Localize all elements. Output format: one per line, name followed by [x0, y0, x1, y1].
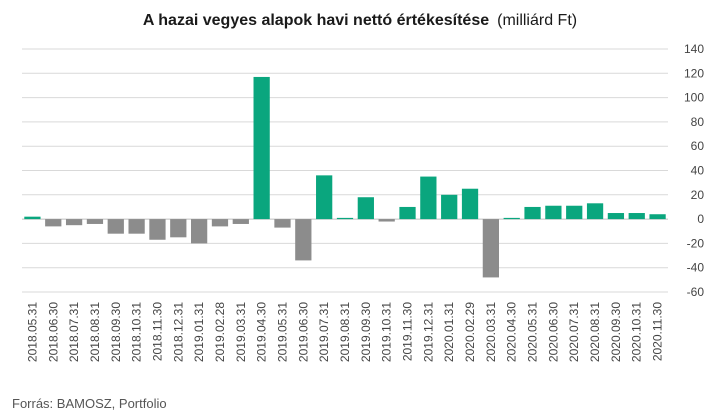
x-tick-label: 2019.02.28 — [213, 302, 227, 362]
x-tick-label: 2019.05.31 — [275, 302, 289, 362]
y-tick-label: 80 — [691, 115, 705, 129]
x-tick-label: 2020.09.30 — [609, 302, 623, 362]
bar — [24, 216, 41, 220]
bar — [211, 219, 229, 227]
chart-title-unit: (milliárd Ft) — [497, 12, 578, 29]
bar — [357, 197, 374, 220]
x-tick-label: 2019.04.30 — [255, 302, 269, 362]
x-tick-label: 2019.12.31 — [421, 302, 435, 362]
y-tick-label: -40 — [687, 261, 705, 275]
y-tick-label: 140 — [684, 42, 704, 56]
y-tick-label: 60 — [691, 139, 705, 153]
bar — [295, 219, 312, 261]
y-tick-label: -20 — [687, 236, 705, 250]
chart-title: A hazai vegyes alapok havi nettó értékes… — [0, 12, 720, 30]
x-axis-ticks: 2018.05.31 2018.06.30 2018.07.31 2018.08.31… — [25, 302, 664, 362]
bar — [586, 203, 604, 220]
y-tick-label: 20 — [691, 188, 705, 202]
x-tick-label: 2019.01.31 — [192, 302, 206, 362]
y-tick-label: 40 — [691, 164, 705, 178]
x-tick-label: 2019.09.30 — [359, 302, 373, 362]
bar — [45, 219, 62, 227]
x-tick-label: 2020.03.31 — [484, 302, 498, 362]
y-tick-label: 0 — [697, 212, 704, 226]
bar — [545, 205, 562, 220]
x-tick-label: 2020.08.31 — [588, 302, 602, 362]
bar — [149, 219, 166, 240]
bar — [65, 219, 83, 226]
x-tick-label: 2019.07.31 — [317, 302, 331, 362]
bar — [482, 219, 499, 278]
bar — [524, 206, 541, 220]
bar — [461, 188, 479, 220]
bars — [24, 76, 666, 278]
x-tick-label: 2020.07.31 — [567, 302, 581, 362]
bar — [503, 217, 520, 220]
bar — [607, 213, 625, 220]
y-axis-ticks: -60 -40 -20 0 20 40 60 80 100 120 140 — [684, 42, 704, 299]
x-tick-label: 2020.06.30 — [546, 302, 560, 362]
y-tick-label: 100 — [684, 91, 704, 105]
x-tick-label: 2019.11.30 — [401, 302, 415, 361]
x-tick-label: 2020.11.30 — [651, 302, 665, 361]
bar — [191, 219, 208, 244]
bar — [170, 219, 187, 238]
x-tick-label: 2018.12.31 — [171, 302, 185, 362]
x-tick-label: 2020.04.30 — [505, 302, 519, 362]
bar — [566, 205, 583, 220]
bar — [378, 219, 395, 222]
x-tick-label: 2020.01.31 — [442, 302, 456, 362]
bar — [86, 219, 104, 224]
bar — [107, 219, 124, 234]
x-tick-label: 2019.03.31 — [234, 302, 248, 362]
source-note: Forrás: BAMOSZ, Portfolio — [12, 396, 167, 411]
x-tick-label: 2018.11.30 — [150, 302, 164, 361]
x-tick-label: 2020.10.31 — [630, 302, 644, 362]
x-tick-label: 2018.08.31 — [88, 302, 102, 362]
bar — [399, 206, 416, 220]
x-tick-label: 2018.10.31 — [130, 302, 144, 362]
y-tick-label: -60 — [687, 285, 705, 299]
bar — [336, 217, 354, 220]
x-tick-label: 2020.02.29 — [463, 302, 477, 362]
x-tick-label: 2018.06.30 — [46, 302, 60, 362]
bar — [274, 219, 291, 228]
bar — [420, 176, 437, 220]
x-tick-label: 2020.05.31 — [526, 302, 540, 362]
bar — [649, 214, 666, 220]
bar — [232, 219, 249, 224]
bar — [253, 76, 270, 220]
y-tick-label: 120 — [684, 66, 704, 80]
bar — [128, 219, 145, 234]
x-tick-label: 2018.09.30 — [109, 302, 123, 362]
x-tick-label: 2018.07.31 — [67, 302, 81, 362]
bar — [316, 175, 333, 220]
bar — [441, 194, 458, 220]
bar — [628, 213, 645, 220]
x-tick-label: 2018.05.31 — [25, 302, 39, 362]
x-tick-label: 2019.10.31 — [380, 302, 394, 362]
chart-title-main: A hazai vegyes alapok havi nettó értékes… — [142, 12, 490, 29]
x-tick-label: 2019.06.30 — [296, 302, 310, 362]
grid-lines — [22, 48, 668, 293]
x-tick-label: 2019.08.31 — [338, 302, 352, 362]
